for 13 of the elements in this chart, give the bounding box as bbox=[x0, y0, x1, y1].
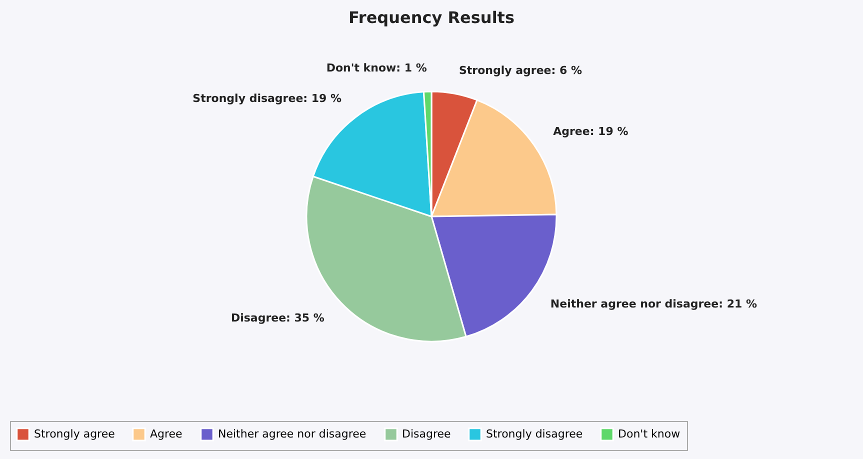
data-label: Strongly disagree: 19 % bbox=[192, 92, 342, 105]
data-label: Disagree: 35 % bbox=[230, 312, 324, 325]
data-label: Neither agree nor disagree: 21 % bbox=[550, 298, 757, 311]
legend-label: Don't know bbox=[618, 427, 680, 440]
legend-label: Agree bbox=[150, 427, 183, 440]
legend-label: Strongly disagree bbox=[486, 427, 583, 440]
legend-label: Strongly agree bbox=[34, 427, 116, 440]
data-label: Strongly agree: 6 % bbox=[458, 64, 582, 78]
data-label: Don't know: 1 % bbox=[326, 62, 427, 75]
legend-label: Disagree bbox=[402, 427, 452, 440]
chart-title: Frequency Results bbox=[348, 8, 514, 27]
legend-label: Neither agree nor disagree bbox=[218, 427, 366, 440]
data-label: Agree: 19 % bbox=[553, 125, 628, 138]
